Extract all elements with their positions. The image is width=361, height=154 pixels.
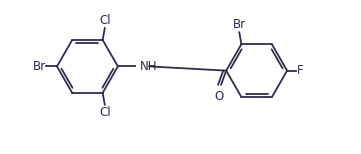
Text: Br: Br xyxy=(233,18,246,31)
Text: Br: Br xyxy=(32,60,45,73)
Text: F: F xyxy=(297,64,304,77)
Text: NH: NH xyxy=(140,60,157,73)
Text: Cl: Cl xyxy=(99,14,110,27)
Text: O: O xyxy=(214,90,223,103)
Text: Cl: Cl xyxy=(99,105,110,119)
